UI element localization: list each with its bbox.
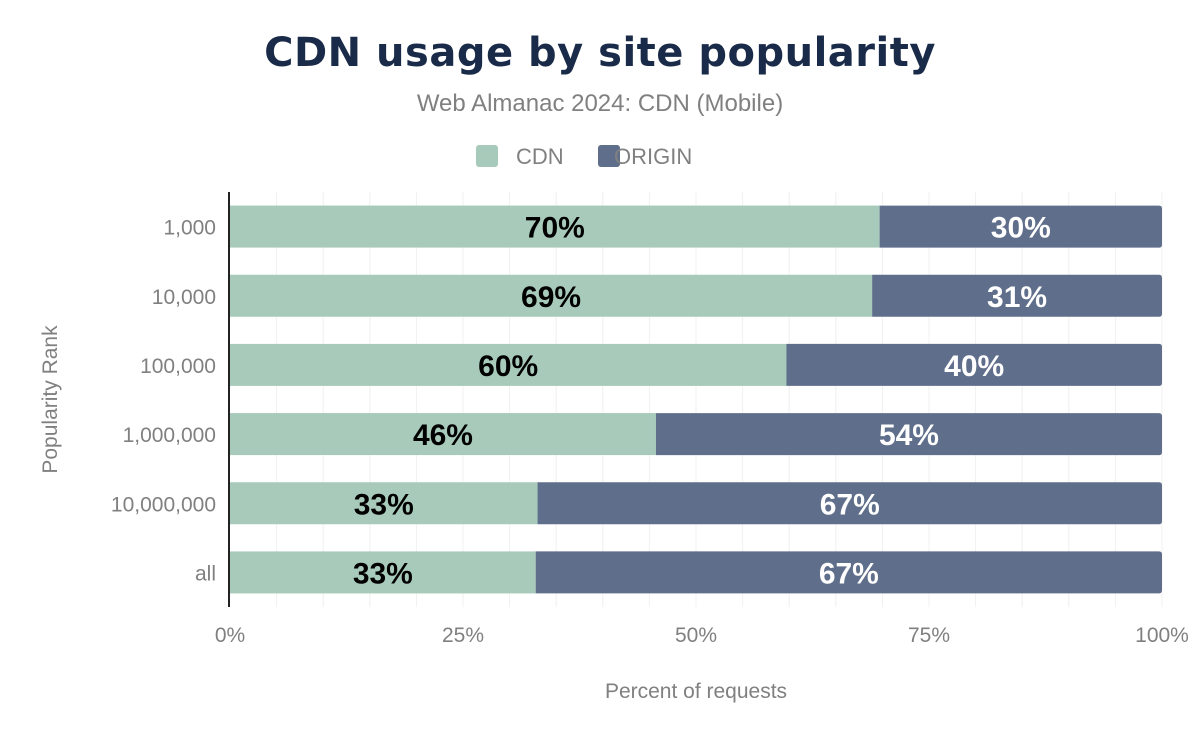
legend-swatch-origin xyxy=(598,145,620,167)
legend-swatch-cdn xyxy=(476,145,498,167)
bar-origin xyxy=(655,413,1162,456)
chart-title: CDN usage by site popularity xyxy=(264,30,936,76)
bar-cdn xyxy=(230,413,656,456)
category-label: 100,000 xyxy=(140,355,216,378)
data-label: 60% xyxy=(478,350,538,383)
category-label: all xyxy=(195,562,216,585)
data-label: 67% xyxy=(819,557,879,590)
data-label: 46% xyxy=(413,419,473,452)
bar-origin xyxy=(872,274,1162,317)
category-label: 1,000,000 xyxy=(123,424,216,447)
bar-cdn xyxy=(230,205,880,248)
bar-origin xyxy=(786,343,1162,386)
x-tick-label: 50% xyxy=(675,624,717,647)
chart-subtitle: Web Almanac 2024: CDN (Mobile) xyxy=(416,90,784,117)
category-label: 10,000 xyxy=(152,286,216,309)
bar-origin xyxy=(535,551,1162,594)
data-label: 54% xyxy=(879,419,939,452)
bar-origin xyxy=(879,205,1162,248)
x-tick-label: 0% xyxy=(215,624,245,647)
category-label: 10,000,000 xyxy=(111,493,216,516)
legend-label-cdn: CDN xyxy=(516,144,564,169)
data-label: 33% xyxy=(354,488,414,521)
bar-cdn xyxy=(230,274,873,317)
data-label: 31% xyxy=(987,281,1047,314)
data-label: 33% xyxy=(353,557,413,590)
bar-cdn xyxy=(230,482,538,525)
y-axis-title: Popularity Rank xyxy=(39,325,62,474)
data-label: 69% xyxy=(521,281,581,314)
category-label: 1,000 xyxy=(163,217,216,240)
x-tick-label: 75% xyxy=(908,624,950,647)
data-label: 70% xyxy=(525,212,585,245)
data-label: 30% xyxy=(991,212,1051,245)
data-label: 67% xyxy=(820,488,880,521)
bar-origin xyxy=(537,482,1162,525)
bar-cdn xyxy=(230,343,787,386)
x-axis-title: Percent of requests xyxy=(605,680,787,703)
legend-label-origin: ORIGIN xyxy=(614,144,692,169)
x-tick-label: 100% xyxy=(1135,624,1189,647)
x-tick-label: 25% xyxy=(442,624,484,647)
data-label: 40% xyxy=(944,350,1004,383)
bar-cdn xyxy=(230,551,536,594)
